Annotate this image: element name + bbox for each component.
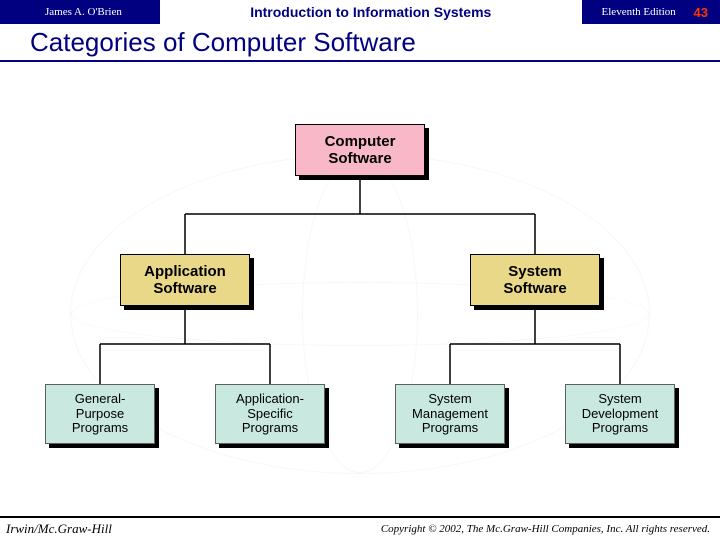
header-edition: Eleventh Edition: [582, 6, 682, 18]
footer-publisher: Irwin/Mc.Graw-Hill: [6, 521, 112, 537]
page-title: Categories of Computer Software: [30, 27, 416, 58]
node-application-software: Application Software: [120, 254, 250, 306]
page-number: 43: [682, 5, 720, 20]
node-system-management: System Management Programs: [395, 384, 505, 444]
node-root: Computer Software: [295, 124, 425, 176]
node-system-development: System Development Programs: [565, 384, 675, 444]
node-application-specific: Application- Specific Programs: [215, 384, 325, 444]
header-title: Introduction to Information Systems: [160, 0, 582, 24]
footer-copyright: Copyright © 2002, The Mc.Graw-Hill Compa…: [381, 523, 710, 535]
node-general-purpose: General- Purpose Programs: [45, 384, 155, 444]
title-row: Categories of Computer Software: [0, 24, 720, 62]
node-system-software: System Software: [470, 254, 600, 306]
footer-bar: Irwin/Mc.Graw-Hill Copyright © 2002, The…: [0, 516, 720, 540]
header-author: James A. O'Brien: [0, 6, 160, 18]
diagram-area: Computer Software Application Software S…: [0, 64, 720, 516]
header-bar: James A. O'Brien Introduction to Informa…: [0, 0, 720, 24]
